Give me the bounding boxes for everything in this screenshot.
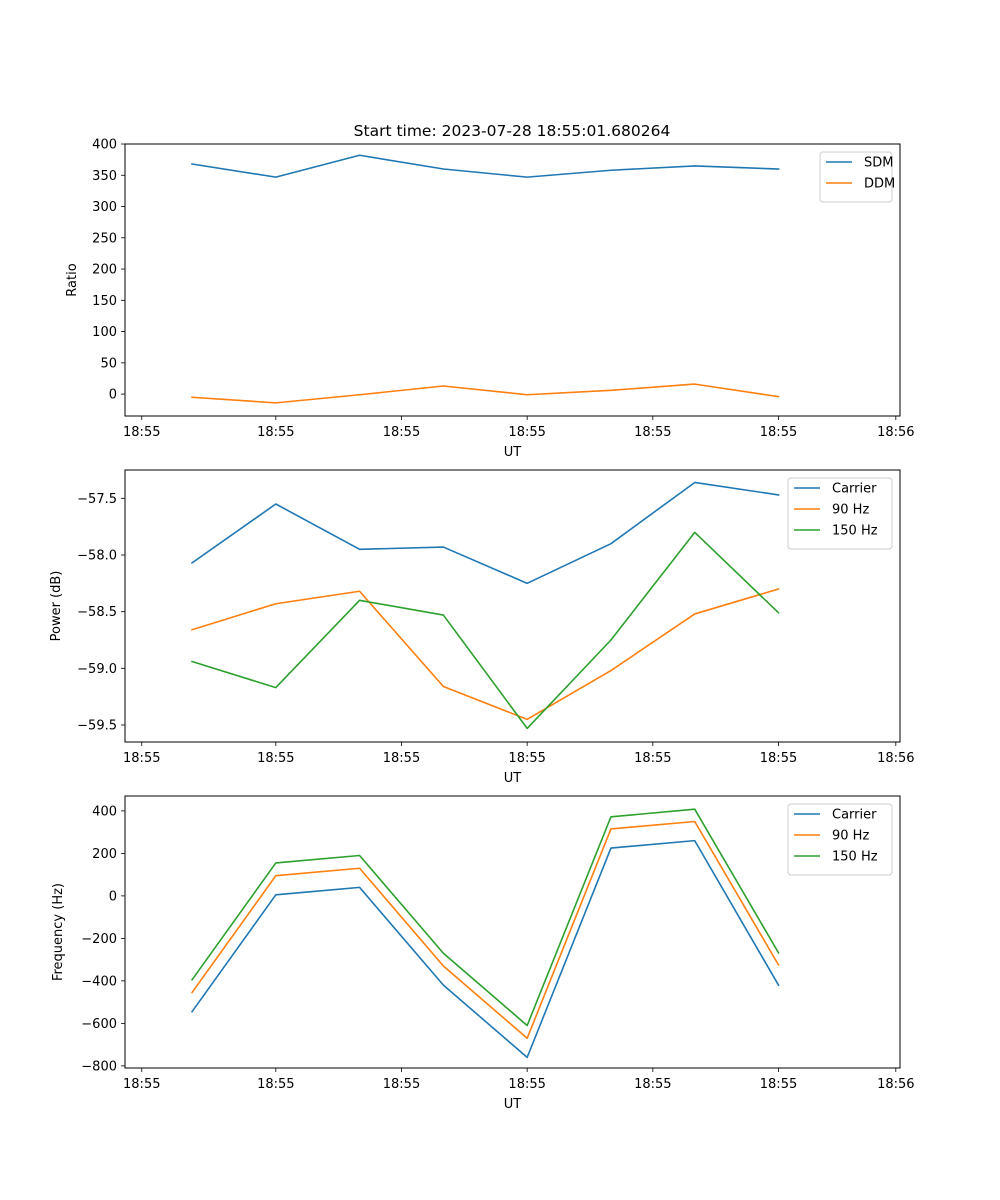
y-tick-label: 300 [92,200,117,215]
x-tick-label: 18:55 [760,751,797,766]
series-line-sdm [191,154,780,178]
chart-panels: 18:55 18:55 18:55 18:55 18:55 18:55 18:56 0 50 10… [49,138,915,1113]
chart-panel-1: 18:55 18:55 18:55 18:55 18:55 18:55 18:56 0 50 10… [65,138,915,461]
x-axis-label: UT [504,771,522,786]
legend-label: 90 Hz [832,503,869,518]
x-tick-label: 18:55 [383,425,420,440]
series-line-150-hz [191,531,780,730]
legend-label: 90 Hz [832,829,869,844]
series-line-carrier [190,481,780,585]
x-tick-label: 18:55 [760,1077,797,1092]
series-line-90-hz [191,588,780,721]
x-tick-label: 18:55 [508,1077,545,1092]
y-tick-label: 400 [92,138,117,153]
legend-label: 150 Hz [832,524,878,539]
axes-frame [124,143,901,417]
y-axis-label: Frequency (Hz) [51,883,66,981]
x-tick-label: 18:56 [877,1077,914,1092]
series-line-ddm [191,383,780,404]
y-tick-label: −59.5 [77,719,117,734]
legend: SDM DDM [819,151,895,203]
series-line-90-hz [190,820,780,1040]
x-tick-label: 18:55 [123,425,160,440]
x-tick-label: 18:55 [634,425,671,440]
chart-title: Start time: 2023-07-28 18:55:01.680264 [354,122,671,140]
x-tick-label: 18:55 [257,751,294,766]
legend-box [787,803,893,876]
y-tick-label: 0 [109,388,117,403]
y-tick-label: −800 [81,1059,117,1074]
legend-label: SDM [864,156,893,171]
x-tick-label: 18:55 [383,751,420,766]
chart-panel-2: 18:55 18:55 18:55 18:55 18:55 18:55 18:56 −57.5… [49,469,915,786]
y-tick-label: 0 [109,889,117,904]
legend-box [819,151,893,203]
x-tick-label: 18:55 [123,1077,160,1092]
y-tick-label: −59.0 [77,662,117,677]
x-tick-label: 18:55 [634,1077,671,1092]
legend-label: DDM [864,177,895,192]
legend-label: Carrier [832,482,877,497]
x-axis-label: UT [504,445,522,460]
x-axis-label: UT [504,1097,522,1112]
x-tick-label: 18:56 [877,751,914,766]
y-axis-label: Ratio [65,263,80,296]
legend: Carrier 90 Hz 150 Hz [787,803,893,876]
x-tick-label: 18:56 [877,425,914,440]
x-tick-label: 18:55 [634,751,671,766]
x-tick-label: 18:55 [257,425,294,440]
legend-label: Carrier [832,808,877,823]
series-line-carrier [190,839,780,1059]
legend-box [787,477,893,550]
y-tick-label: 50 [100,356,117,371]
y-tick-label: 100 [92,325,117,340]
x-tick-label: 18:55 [508,751,545,766]
axes-frame [124,469,901,743]
y-axis-label: Power (dB) [49,571,64,642]
y-tick-label: −57.5 [77,492,117,507]
y-tick-label: −58.0 [77,549,117,564]
chart-panel-3: 18:55 18:55 18:55 18:55 18:55 18:55 18:56 400 20… [51,795,915,1112]
y-tick-label: 200 [92,263,117,278]
x-tick-label: 18:55 [257,1077,294,1092]
y-tick-label: 150 [92,294,117,309]
legend-label: 150 Hz [832,850,878,865]
axes-frame [124,795,901,1069]
series-line-150-hz [190,808,780,1027]
y-tick-label: −58.5 [77,605,117,620]
y-tick-label: 400 [92,804,117,819]
x-tick-label: 18:55 [123,751,160,766]
y-tick-label: 250 [92,231,117,246]
x-tick-label: 18:55 [383,1077,420,1092]
y-tick-label: 350 [92,169,117,184]
y-tick-label: −200 [81,932,117,947]
y-tick-label: −400 [81,974,117,989]
y-tick-label: −600 [81,1017,117,1032]
legend: Carrier 90 Hz 150 Hz [787,477,893,550]
x-tick-label: 18:55 [760,425,797,440]
x-tick-label: 18:55 [508,425,545,440]
y-tick-label: 200 [92,847,117,862]
